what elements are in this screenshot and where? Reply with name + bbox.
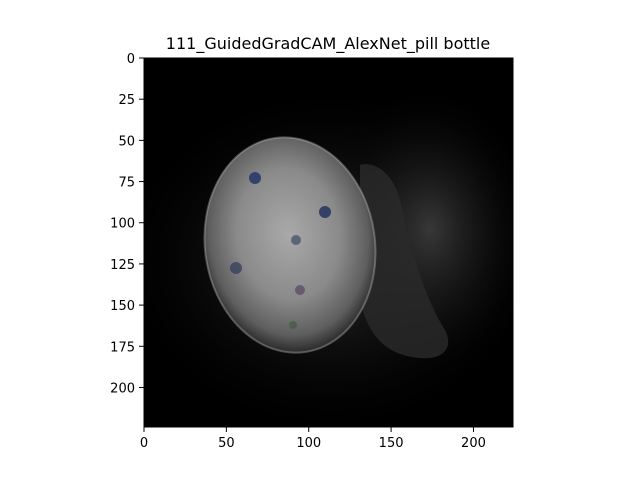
y-tick-label: 200 xyxy=(110,381,135,396)
y-tick-label: 75 xyxy=(118,176,135,191)
x-tick-label: 50 xyxy=(218,436,235,451)
y-tick-label: 125 xyxy=(110,258,135,273)
y-tick-label: 0 xyxy=(127,52,135,67)
chart-title: 111_GuidedGradCAM_AlexNet_pill bottle xyxy=(166,34,490,54)
spot xyxy=(295,285,305,295)
plot-frame xyxy=(143,57,514,428)
y-tick-label: 150 xyxy=(110,299,135,314)
y-tick-label: 175 xyxy=(110,340,135,355)
x-tick-label: 200 xyxy=(461,436,486,451)
x-axis: 0 50 100 150 200 xyxy=(140,427,486,451)
x-tick-label: 100 xyxy=(296,436,321,451)
y-axis: 0 25 50 75 100 125 150 175 200 xyxy=(110,52,144,396)
y-tick-label: 25 xyxy=(118,93,135,108)
spot xyxy=(289,321,297,329)
y-tick-label: 50 xyxy=(118,134,135,149)
pill-shape xyxy=(204,137,376,353)
x-tick-label: 150 xyxy=(379,436,404,451)
spot xyxy=(291,235,301,245)
bottle-shape xyxy=(360,164,449,359)
x-tick-label: 0 xyxy=(140,436,148,451)
y-tick-label: 100 xyxy=(110,217,135,232)
spot xyxy=(319,206,331,218)
heatmap-image xyxy=(144,58,513,427)
spot xyxy=(230,262,242,274)
pill-rim xyxy=(203,136,377,354)
spot xyxy=(249,172,261,184)
